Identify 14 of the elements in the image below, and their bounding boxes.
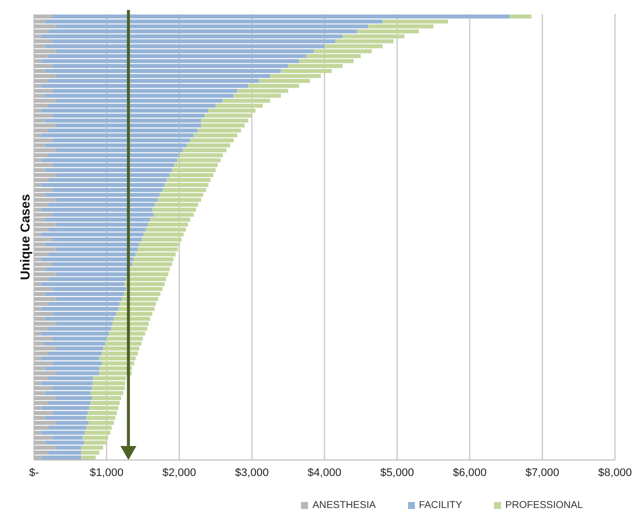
legend-label: PROFESSIONAL <box>505 500 583 511</box>
x-tick-label: $2,000 <box>162 466 196 479</box>
x-tick-label: $8,000 <box>598 466 632 479</box>
x-tick-label: $7,000 <box>526 466 560 479</box>
bar <box>510 14 532 18</box>
legend-label: FACILITY <box>418 500 462 511</box>
x-tick-label: $- <box>29 466 40 479</box>
y-axis-title: Unique Cases <box>18 194 33 280</box>
legend-label: ANESTHESIA <box>312 500 376 511</box>
x-tick-label: $1,000 <box>90 466 124 479</box>
x-tick-label: $3,000 <box>235 466 269 479</box>
x-tick-label: $6,000 <box>452 466 487 479</box>
x-tick-label: $5,000 <box>380 466 414 479</box>
x-tick-label: $4,000 <box>308 466 342 479</box>
